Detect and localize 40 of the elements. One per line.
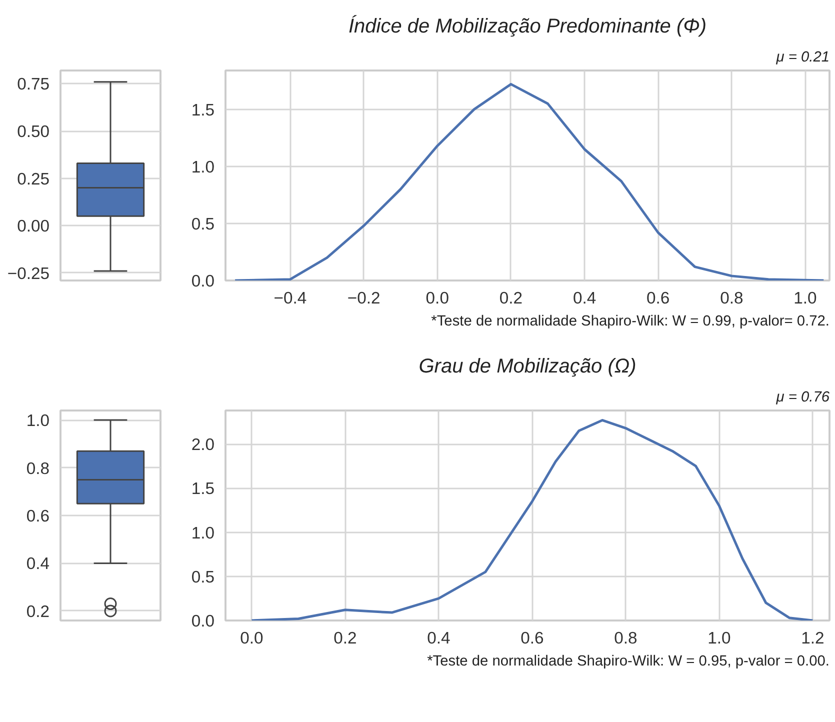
x-tick-label: 1.2	[801, 628, 824, 648]
y-tick-label: 0.0	[191, 272, 214, 290]
y-tick-label: 1.5	[191, 479, 214, 498]
chart-title: Grau de Mobilização (Ω)	[418, 356, 636, 378]
x-tick-label: 0.6	[646, 288, 670, 308]
x-tick-label: 0.8	[720, 288, 744, 308]
y-tick-label: 1.0	[191, 523, 214, 542]
y-tick-label: −0.25	[7, 264, 50, 283]
y-tick-label: 0.0	[191, 612, 214, 630]
y-tick-label: 0.8	[26, 458, 50, 478]
x-tick-label: 0.0	[240, 628, 264, 648]
text: *Teste de normalidade Shapiro-Wilk: W = 0.99, p-valor= 0.72.	[431, 314, 830, 330]
x-tick-label: 0.2	[499, 288, 523, 308]
y-tick-label: 0.25	[17, 169, 50, 188]
y-tick-label: 0.2	[26, 602, 50, 621]
x-tick-label: 0.6	[520, 628, 544, 648]
y-tick-label: 0.50	[17, 122, 50, 142]
text: μ = 0.21	[775, 50, 830, 66]
x-tick-label: 0.8	[614, 628, 638, 648]
y-tick-label: 1.5	[191, 100, 214, 120]
x-tick-label: 0.4	[427, 628, 450, 648]
y-tick-label: 0.00	[17, 216, 50, 236]
y-tick-label: 1.0	[191, 157, 214, 176]
x-tick-label: 0.0	[426, 288, 449, 308]
y-tick-label: 2.0	[191, 435, 214, 454]
chart-title: Índice de Mobilização Predominante (Φ)	[348, 14, 707, 38]
x-tick-label: 0.4	[572, 288, 596, 308]
x-tick-label: 1.0	[794, 288, 817, 308]
y-tick-label: 1.0	[26, 411, 50, 430]
text: μ = 0.76	[775, 390, 830, 406]
y-tick-label: 0.5	[191, 567, 214, 586]
x-tick-label: 0.2	[334, 628, 357, 648]
x-tick-label: −0.2	[347, 288, 380, 308]
x-tick-label: −0.4	[274, 288, 307, 308]
text: *Teste de normalidade Shapiro-Wilk: W = 0.95, p-valor = 0.00.	[427, 654, 830, 670]
x-tick-label: 1.0	[708, 628, 731, 648]
y-tick-label: 0.75	[17, 74, 50, 94]
y-tick-label: 0.5	[191, 214, 214, 234]
y-tick-label: 0.4	[26, 554, 50, 574]
y-tick-label: 0.6	[26, 506, 50, 526]
